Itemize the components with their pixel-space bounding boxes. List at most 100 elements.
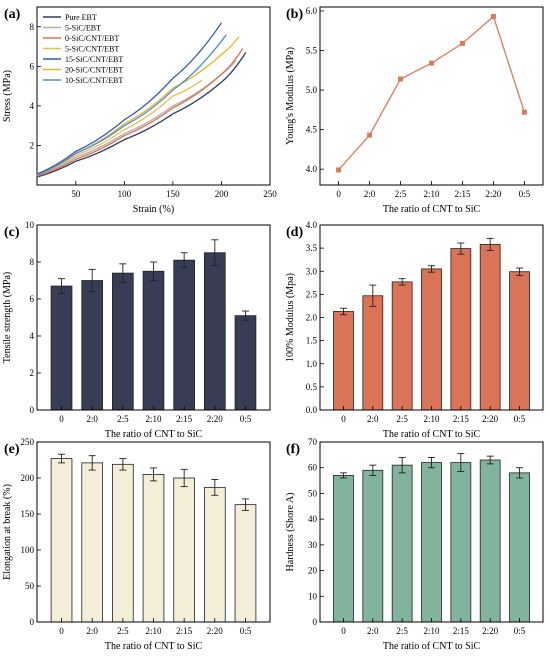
x-tick-label: 2:20 xyxy=(485,189,502,199)
chart-a: (a) Strain (%) Stress (MPa) 50 100 150 200 250 2… xyxy=(2,6,277,215)
x-tick-label: 2:10 xyxy=(423,626,440,636)
bar xyxy=(509,472,530,623)
x-tick-label: 2:0 xyxy=(364,189,376,199)
bar xyxy=(391,281,413,411)
x-tick-label: 2:20 xyxy=(482,626,499,636)
series-line xyxy=(36,48,244,177)
y-tick-label: 150 xyxy=(21,509,35,519)
chart-b: (b) The ratio of CNT to SiC Young's Modulu… xyxy=(285,6,544,215)
y-tick-label: 0.0 xyxy=(306,405,318,415)
plot-frame xyxy=(36,6,271,186)
panel-label: (b) xyxy=(286,7,303,22)
x-tick-label: 2:10 xyxy=(145,626,162,636)
x-tick-label: 2:10 xyxy=(145,414,162,424)
legend-entry: 15-SiC/CNT/EBT xyxy=(65,55,123,64)
y-tick-label: 4.0 xyxy=(306,220,318,230)
legend-entry: 5-SiC/EBT xyxy=(65,24,101,33)
x-tick-label: 2:15 xyxy=(453,626,470,636)
panel-label: (c) xyxy=(4,225,20,240)
chart-e: (e) The ratio of CNT to SiC Elongation at … xyxy=(2,437,271,652)
data-point xyxy=(398,76,404,82)
bar xyxy=(509,271,530,411)
x-axis-label: The ratio of CNT to SiC xyxy=(383,204,481,215)
bar xyxy=(362,469,384,623)
x-tick-label: 2:0 xyxy=(367,626,379,636)
x-tick-label: 0 xyxy=(336,189,341,199)
y-tick-label: 3.0 xyxy=(306,266,318,276)
bar xyxy=(203,486,226,623)
x-tick-label: 0 xyxy=(59,414,64,424)
y-tick-label: 5.5 xyxy=(306,46,318,56)
bar xyxy=(50,285,73,411)
legend-entry: Pure EBT xyxy=(65,13,97,22)
x-tick-label: 2:15 xyxy=(454,189,471,199)
y-tick-label: 4 xyxy=(30,331,35,341)
y-tick-label: 2 xyxy=(30,140,35,150)
x-tick-label: 2:5 xyxy=(395,189,407,199)
chart-c: (c) The ratio of CNT to SiC Tensile streng… xyxy=(2,220,271,440)
x-axis-label: The ratio of CNT to SiC xyxy=(105,641,203,652)
panel-label: (d) xyxy=(286,225,303,240)
y-tick-label: 0 xyxy=(30,405,35,415)
y-tick-label: 10 xyxy=(25,220,35,230)
bar xyxy=(421,268,442,411)
x-tick-label: 150 xyxy=(166,189,180,199)
x-tick-label: 2:0 xyxy=(86,626,98,636)
bar xyxy=(479,244,501,411)
y-tick-label: 2 xyxy=(30,368,35,378)
x-tick-label: 200 xyxy=(215,189,229,199)
y-tick-label: 100 xyxy=(21,545,35,555)
x-tick-label: 2:20 xyxy=(207,414,224,424)
x-tick-label: 2:20 xyxy=(482,414,499,424)
series-line xyxy=(36,22,222,175)
plot-frame xyxy=(319,6,544,186)
y-axis-label: Stress (MPa) xyxy=(2,70,13,122)
y-axis-label: Hardness (Shore A) xyxy=(285,493,296,572)
y-tick-label: 6 xyxy=(30,61,35,71)
data-point xyxy=(429,60,434,66)
y-tick-label: 40 xyxy=(308,514,318,524)
bar xyxy=(421,462,442,623)
bar xyxy=(81,280,104,411)
y-tick-label: 0 xyxy=(30,617,35,627)
bar xyxy=(81,462,104,623)
x-tick-label: 100 xyxy=(118,189,132,199)
y-tick-label: 4.0 xyxy=(306,164,318,174)
y-axis-label: Tensile strength (MPa) xyxy=(2,272,13,364)
bar xyxy=(112,272,134,411)
x-tick-label: 0:5 xyxy=(240,414,252,424)
bar xyxy=(333,311,354,411)
x-tick-label: 50 xyxy=(71,189,81,199)
x-axis-label: The ratio of CNT to SiC xyxy=(383,429,481,440)
bar xyxy=(112,463,134,623)
chart-f: (f) The ratio of CNT to SiC Hardness (Shor… xyxy=(285,437,544,652)
bar xyxy=(333,475,354,623)
y-tick-label: 200 xyxy=(21,473,35,483)
series-line xyxy=(36,79,203,176)
y-tick-label: 60 xyxy=(308,463,318,473)
y-tick-label: 6.0 xyxy=(306,6,318,16)
y-tick-label: 4.5 xyxy=(306,125,318,135)
legend-entry: 20-SiC/CNT/EBT xyxy=(65,66,123,75)
y-tick-label: 2.0 xyxy=(306,313,318,323)
y-tick-label: 4 xyxy=(30,101,35,111)
y-tick-label: 8 xyxy=(30,257,35,267)
x-tick-label: 2:5 xyxy=(117,414,129,424)
y-tick-label: 6 xyxy=(30,294,35,304)
data-point xyxy=(367,132,373,138)
x-tick-label: 2:0 xyxy=(367,414,379,424)
bar xyxy=(142,473,165,623)
y-axis-label: 100% Modulus (Mpa) xyxy=(285,273,296,362)
chart-d: (d) The ratio of CNT to SiC 100% Modulus (… xyxy=(285,220,544,440)
x-tick-label: 250 xyxy=(263,189,277,199)
x-axis-label: Strain (%) xyxy=(133,204,174,215)
x-tick-label: 0:5 xyxy=(514,626,526,636)
legend-entry: 10-SiC/CNT/EBT xyxy=(65,76,123,85)
panel-label: (e) xyxy=(4,442,20,457)
x-tick-label: 2:10 xyxy=(423,414,440,424)
bar xyxy=(450,462,472,623)
y-tick-label: 50 xyxy=(25,581,35,591)
x-tick-label: 2:5 xyxy=(396,626,408,636)
bar xyxy=(391,464,413,623)
